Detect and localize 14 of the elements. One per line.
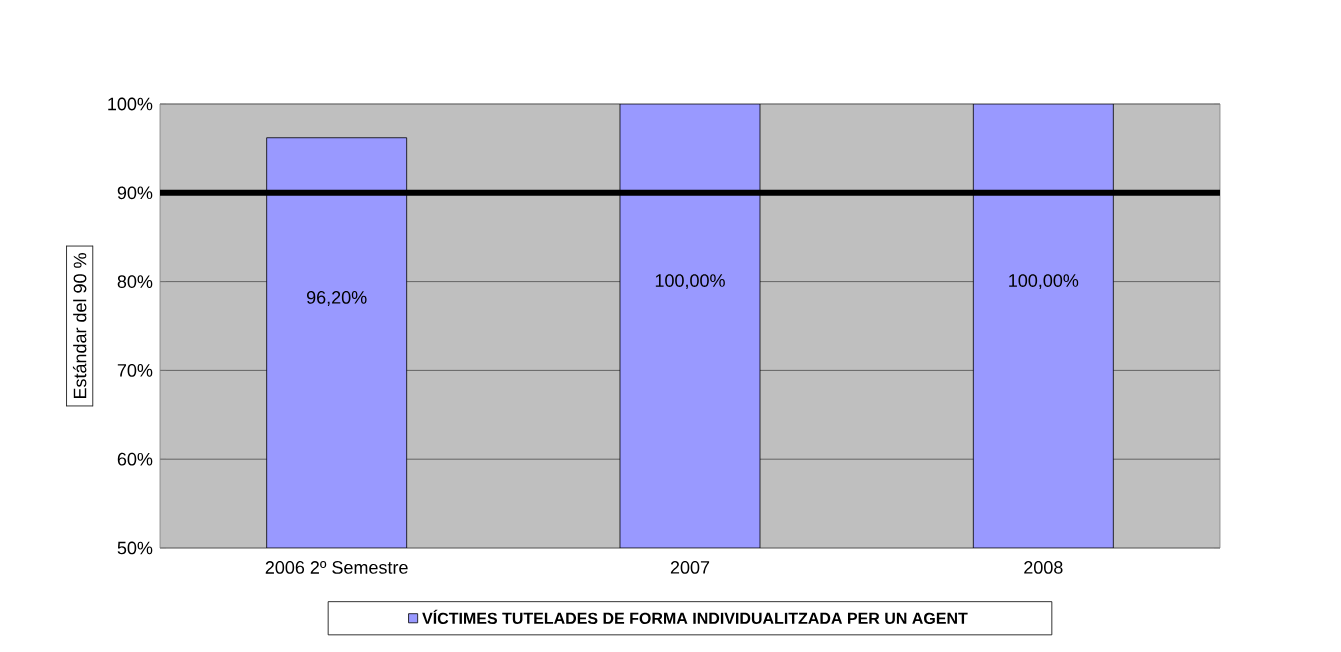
x-tick-label: 2007 [670, 561, 710, 574]
y-tick-label: 80% [117, 275, 153, 288]
legend-label: VÍCTIMES TUTELADES DE FORMA INDIVIDUALITZADA PER UN AGENT [422, 609, 968, 624]
y-tick-label: 70% [117, 364, 153, 377]
data-label: 100,00% [655, 274, 725, 290]
data-label: 96,20% [306, 291, 367, 306]
y-tick-label: 100% [108, 97, 153, 111]
y-axis-title: Estándar del 90 % [72, 253, 87, 399]
data-label: 100,00% [1009, 274, 1079, 290]
y-tick-label: 50% [117, 541, 153, 555]
x-tick-label: 2006 2º Semestre [265, 561, 408, 574]
x-tick-label: 2008 [1024, 561, 1063, 574]
y-tick-label: 90% [117, 186, 153, 200]
y-tick-label: 60% [117, 452, 153, 466]
